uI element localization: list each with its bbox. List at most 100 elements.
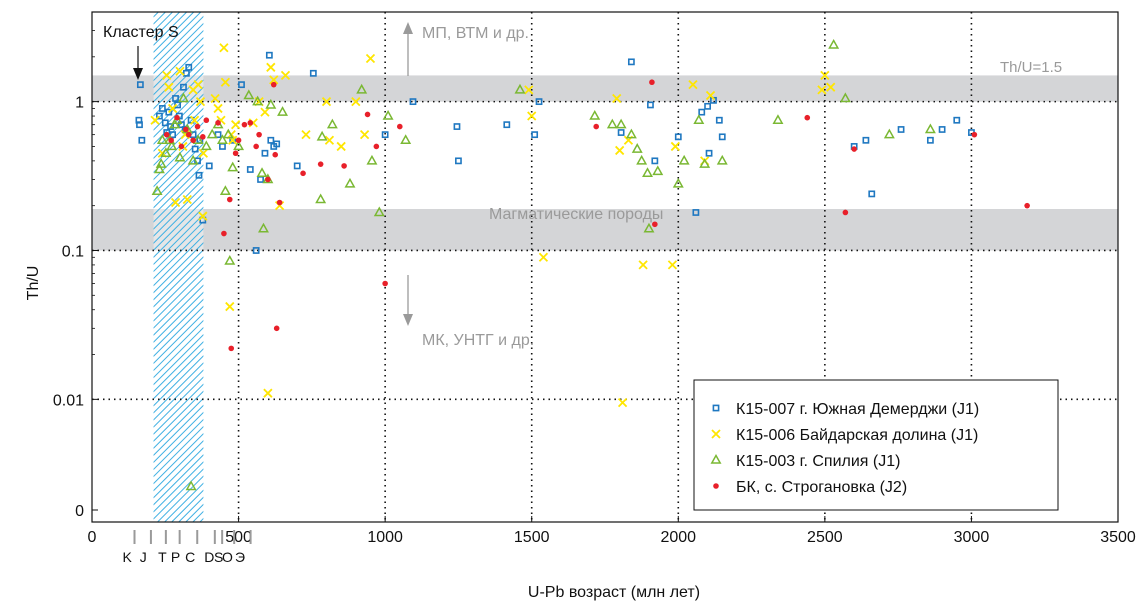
data-point <box>158 105 166 112</box>
x-tick-label: 0 <box>88 529 97 546</box>
data-point <box>300 170 306 177</box>
data-point <box>649 79 655 86</box>
data-point <box>688 80 698 90</box>
data-point <box>615 118 627 129</box>
y-tick-label: 0.01 <box>53 392 84 409</box>
data-point <box>213 103 223 114</box>
data-point <box>265 98 277 109</box>
data-point <box>842 209 849 216</box>
data-point <box>705 149 713 157</box>
data-point <box>265 51 273 59</box>
data-point <box>535 98 543 106</box>
data-point <box>257 176 264 183</box>
data-point <box>187 154 199 165</box>
data-point <box>174 114 180 121</box>
x-tick-label: 3000 <box>954 529 990 546</box>
data-point <box>317 161 324 167</box>
data-point <box>699 158 711 168</box>
data-point <box>195 171 203 179</box>
data-point <box>150 115 160 125</box>
data-point <box>381 131 389 139</box>
data-point <box>293 162 301 170</box>
data-point <box>228 345 235 352</box>
magmatic-label: Магматические породы <box>489 206 663 223</box>
data-point <box>177 92 189 103</box>
data-point <box>167 123 174 130</box>
data-point <box>199 216 207 224</box>
data-point <box>165 108 173 116</box>
data-point <box>195 96 206 107</box>
data-point <box>897 126 905 133</box>
data-point <box>344 177 356 188</box>
thu-label: Th/U=1.5 <box>1000 59 1062 76</box>
data-point <box>455 157 462 165</box>
data-point <box>531 131 539 139</box>
data-point <box>400 134 412 145</box>
period-label: K <box>123 549 133 565</box>
data-point <box>253 143 259 150</box>
data-point <box>351 96 361 107</box>
data-point <box>359 130 370 140</box>
data-point <box>215 120 221 126</box>
data-point <box>156 112 163 120</box>
data-point <box>227 161 239 172</box>
data-point <box>193 80 203 90</box>
data-point <box>862 136 870 144</box>
data-point <box>247 120 254 126</box>
data-point <box>652 165 664 176</box>
data-point <box>221 230 227 237</box>
data-point <box>356 83 368 94</box>
legend-label: К15-007 г. Южная Демерджи (J1) <box>736 401 979 418</box>
data-point <box>453 123 461 130</box>
data-point <box>643 222 655 233</box>
data-point <box>258 222 269 233</box>
data-point <box>261 149 269 157</box>
data-point <box>260 107 270 117</box>
data-point <box>382 280 388 287</box>
data-point <box>266 62 276 72</box>
data-point <box>166 140 178 151</box>
data-point <box>265 176 271 183</box>
data-point <box>205 162 213 170</box>
data-point <box>409 98 417 106</box>
data-point <box>180 83 187 91</box>
data-point <box>277 106 289 116</box>
up-label: МП, ВТМ и др. <box>422 25 529 42</box>
annotation-arrows <box>133 22 413 326</box>
data-point <box>883 128 895 139</box>
data-point <box>868 190 876 198</box>
data-point <box>678 154 690 165</box>
data-point <box>136 121 143 129</box>
legend-marker <box>710 453 722 464</box>
labels-layer: Кластер S Th/U=1.5 Магматические породы … <box>25 24 1062 601</box>
data-point <box>692 209 700 216</box>
data-point <box>156 134 168 145</box>
data-point <box>219 43 229 53</box>
data-point <box>971 131 978 138</box>
data-point <box>280 70 291 81</box>
data-point <box>309 69 317 77</box>
data-point <box>953 116 961 124</box>
data-point <box>231 120 241 130</box>
data-point <box>638 260 648 270</box>
data-point <box>324 135 335 145</box>
series-4 <box>163 79 1030 352</box>
data-point <box>183 126 189 133</box>
data-point <box>155 158 167 168</box>
data-point <box>365 53 376 64</box>
data-point <box>693 114 705 124</box>
down-label: МК, УНТГ и др. <box>422 332 534 349</box>
period-label: P <box>171 549 180 565</box>
data-point <box>828 38 840 49</box>
y-axis-label: Th/U <box>25 266 42 301</box>
data-point <box>670 141 680 152</box>
cluster-band <box>153 12 204 522</box>
data-point <box>373 206 385 217</box>
data-point <box>617 129 625 136</box>
data-point <box>178 143 185 150</box>
data-point <box>772 114 784 124</box>
plot-frame <box>91 11 1119 523</box>
data-point <box>716 154 728 165</box>
data-point <box>273 325 280 332</box>
